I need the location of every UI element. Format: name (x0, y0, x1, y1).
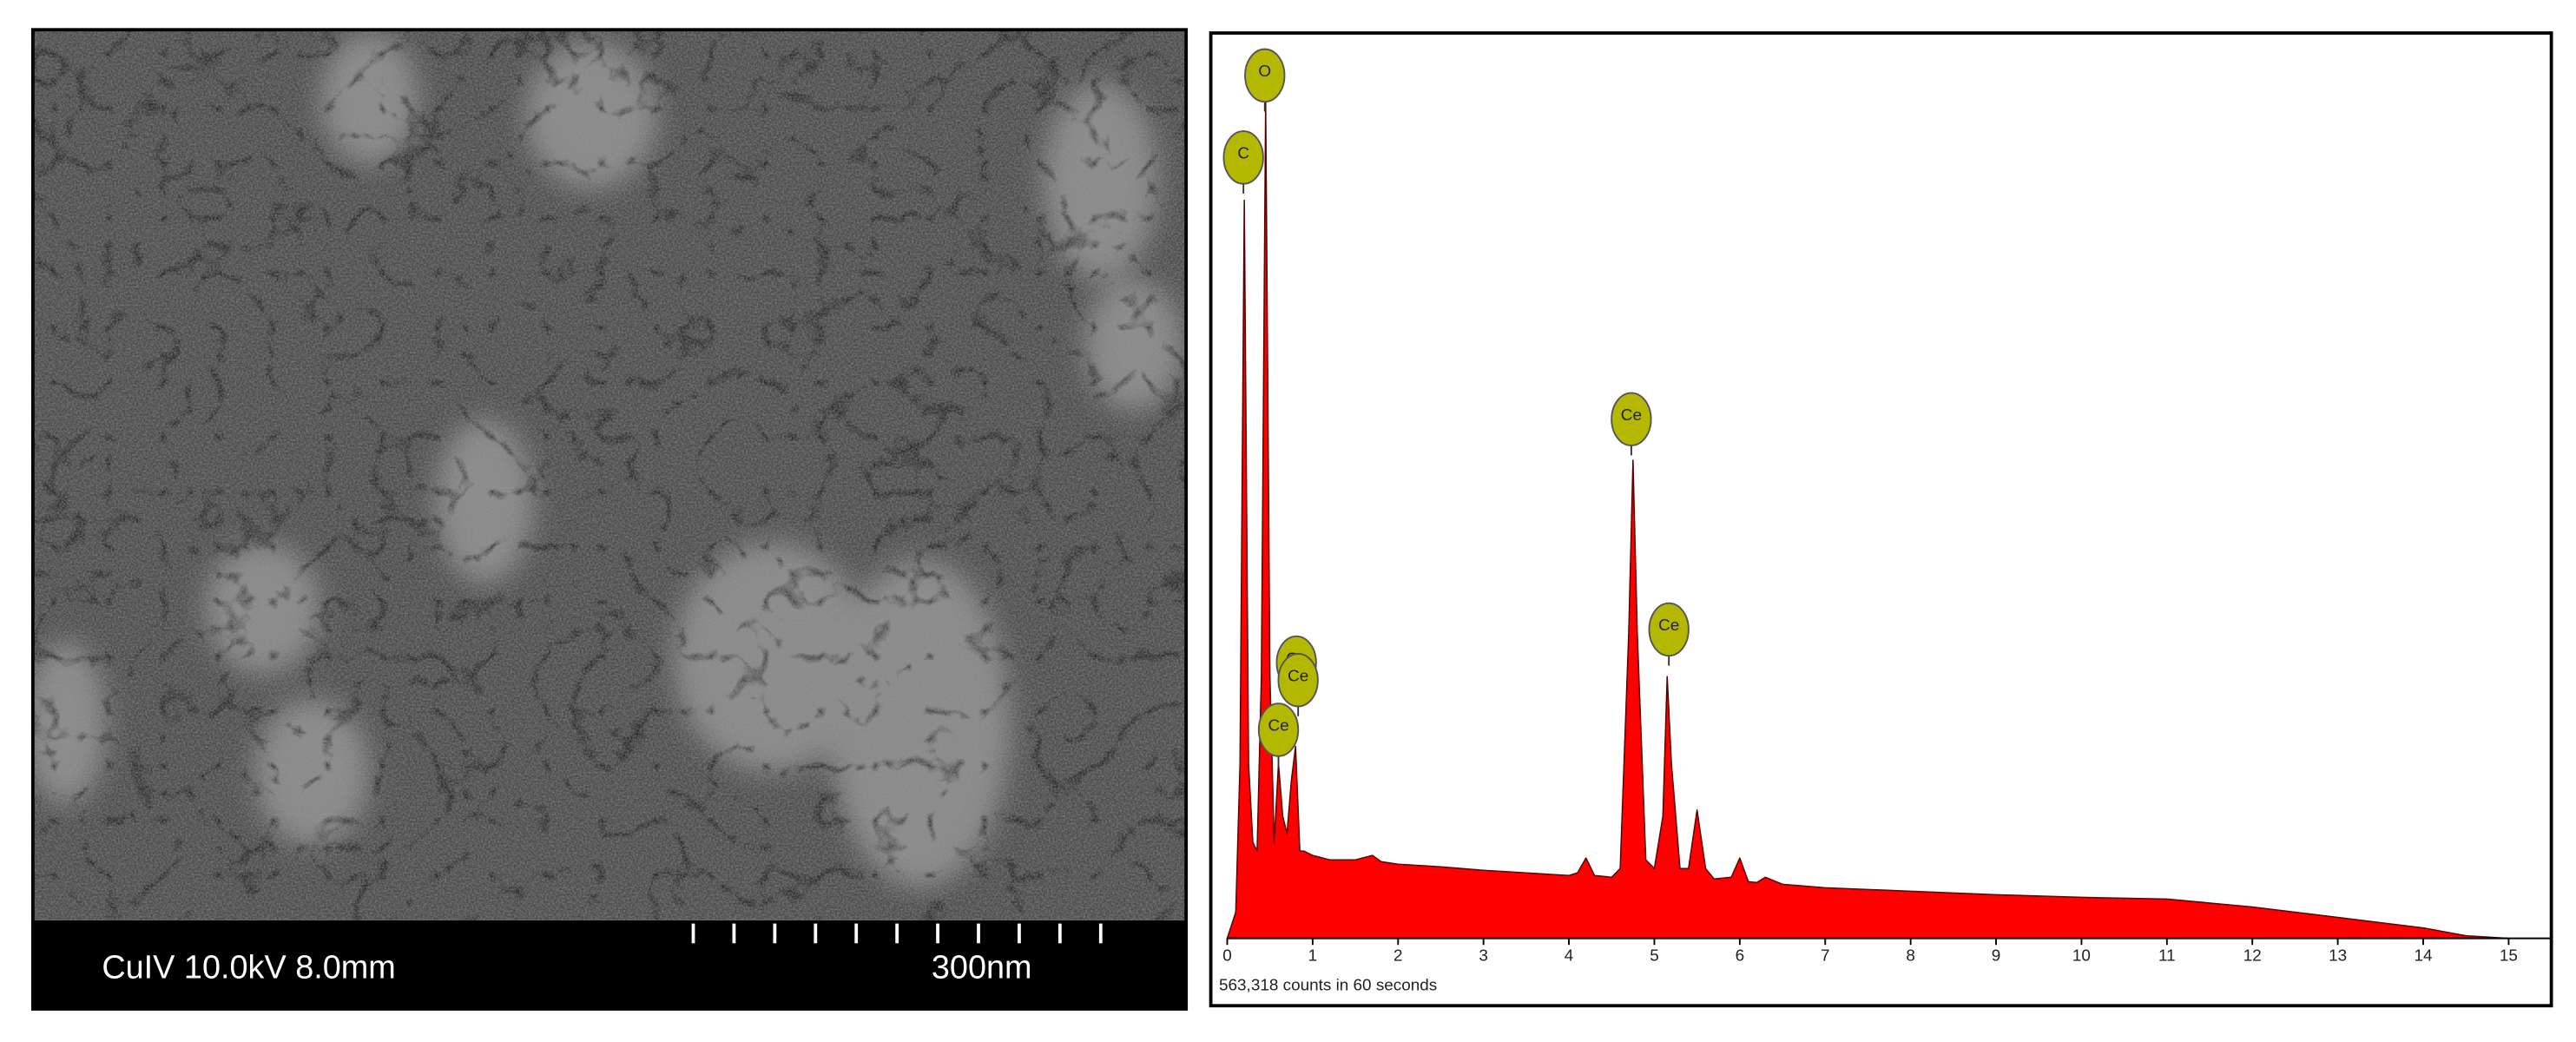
peak-marker (1222, 130, 1264, 185)
x-tick-label: 13 (2329, 946, 2347, 965)
micrograph-label: CuIV 10.0kV 8.0mm (102, 950, 396, 986)
x-tick-label: 14 (2415, 946, 2433, 965)
x-tick-label: 4 (1565, 946, 1574, 965)
peak-marker (1611, 392, 1652, 447)
x-tick-label: 7 (1821, 946, 1830, 965)
peak-label: Ce (1658, 617, 1679, 635)
x-tick-label: 0 (1222, 946, 1232, 965)
scale-label: 300nm (932, 950, 1032, 986)
x-tick-label: 1 (1308, 946, 1318, 965)
peak-marker (1648, 602, 1690, 657)
info-bar (32, 920, 1187, 1009)
x-tick-label: 5 (1650, 946, 1659, 965)
x-tick-label: 9 (1992, 946, 2001, 965)
caption: 563,318 counts in 60 seconds (1219, 976, 1437, 994)
peak-label: Ce (1621, 406, 1642, 425)
x-tick-label: 10 (2072, 946, 2091, 965)
peak-marker (1244, 48, 1286, 103)
spectrum-area (1226, 101, 2510, 940)
scale-bar (691, 923, 1103, 944)
peak-label: Ce (1288, 667, 1308, 685)
peak-label: Ce (1268, 717, 1288, 735)
spectrum-frame (1209, 31, 2553, 1008)
peak-marker (1257, 702, 1300, 757)
x-tick-label: 6 (1736, 946, 1745, 965)
x-tick-label: 2 (1393, 946, 1403, 965)
x-tick-label: 3 (1479, 946, 1488, 965)
peak-marker (1277, 652, 1319, 708)
x-tick-label: 15 (2500, 946, 2518, 965)
peak-label: C (1237, 145, 1249, 163)
x-tick-label: 8 (1906, 946, 1915, 965)
x-tick-label: 11 (2158, 946, 2176, 965)
micrograph-image (32, 30, 1187, 920)
x-tick-label: 12 (2243, 946, 2262, 965)
peak-label: O (1258, 63, 1271, 81)
